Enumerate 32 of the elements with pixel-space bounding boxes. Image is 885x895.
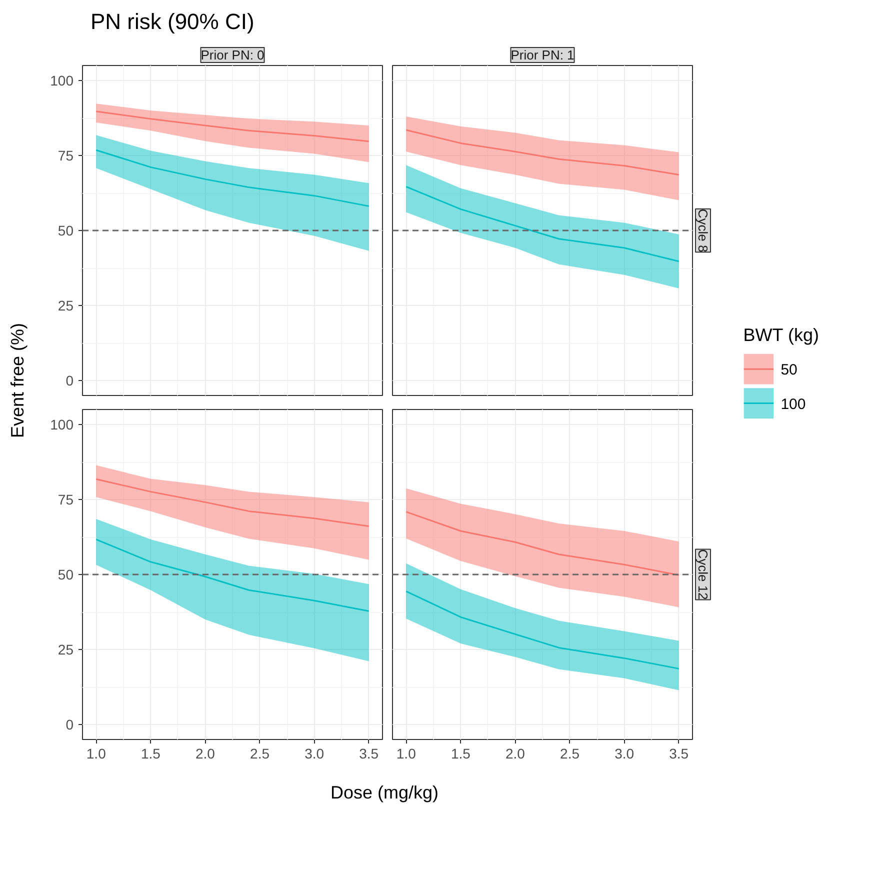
y-tick-label: 0 (66, 716, 74, 732)
legend-label: 100 (780, 396, 806, 413)
chart-title: PN risk (90% CI) (90, 9, 254, 34)
chart-subtitle: Prior PN: 0 (200, 48, 264, 62)
x-tick-label: 2.0 (195, 746, 216, 762)
x-tick-label: 2.5 (560, 746, 580, 762)
x-axis-title: Dose (mg/kg) (330, 782, 439, 802)
y-tick-label: 25 (58, 642, 74, 658)
x-tick-label: 2.0 (505, 746, 526, 762)
x-tick-label: 1.0 (396, 746, 416, 762)
legend-title: BWT (kg) (743, 324, 819, 345)
x-tick-label: 1.5 (450, 746, 471, 762)
y-axis-title: Event free (%) (8, 322, 28, 438)
x-tick-label: 1.0 (86, 746, 106, 762)
x-tick-label: 3.0 (614, 746, 634, 762)
legend-label: 50 (780, 362, 798, 379)
chart-subtitle: Prior PN: 1 (510, 48, 574, 62)
y-tick-label: 50 (58, 222, 74, 238)
text: Cycle 8 (696, 208, 710, 252)
x-tick-label: 3.5 (359, 746, 379, 762)
y-tick-label: 25 (58, 298, 74, 314)
y-tick-label: 100 (50, 72, 74, 88)
x-tick-label: 2.5 (250, 746, 270, 762)
y-tick-label: 0 (66, 372, 74, 388)
y-tick-label: 50 (58, 566, 74, 582)
x-tick-label: 1.5 (140, 746, 161, 762)
y-tick-label: 75 (58, 148, 74, 164)
text: Cycle 12 (696, 549, 710, 600)
y-tick-label: 100 (50, 416, 74, 432)
x-tick-label: 3.5 (669, 746, 689, 762)
x-tick-label: 3.0 (304, 746, 324, 762)
y-tick-label: 75 (58, 492, 74, 508)
